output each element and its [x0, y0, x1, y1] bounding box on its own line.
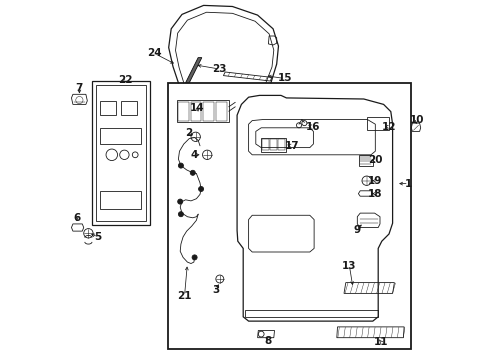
Circle shape	[178, 199, 183, 204]
Text: 15: 15	[277, 73, 292, 84]
Text: 11: 11	[374, 337, 389, 347]
Text: 13: 13	[342, 261, 357, 271]
Text: 14: 14	[190, 103, 205, 113]
Text: 22: 22	[118, 75, 133, 85]
Text: 5: 5	[95, 232, 102, 242]
Text: 7: 7	[76, 83, 83, 93]
Circle shape	[192, 255, 197, 260]
Text: 10: 10	[410, 114, 424, 125]
Text: 1: 1	[405, 179, 413, 189]
Circle shape	[178, 212, 183, 217]
Text: 12: 12	[382, 122, 396, 132]
Text: 9: 9	[353, 225, 360, 235]
Text: 21: 21	[177, 291, 192, 301]
Circle shape	[198, 186, 204, 192]
Text: 6: 6	[73, 213, 80, 223]
Text: 4: 4	[191, 150, 198, 160]
Text: 2: 2	[186, 128, 193, 138]
Text: 17: 17	[285, 141, 299, 151]
Circle shape	[190, 170, 196, 175]
Text: 19: 19	[368, 176, 383, 186]
Text: 20: 20	[368, 155, 383, 165]
Text: 18: 18	[368, 189, 383, 199]
Text: 23: 23	[213, 64, 227, 74]
Text: 24: 24	[147, 48, 162, 58]
Text: 8: 8	[265, 336, 272, 346]
Circle shape	[178, 163, 183, 168]
Text: 16: 16	[305, 122, 320, 132]
Text: 3: 3	[213, 285, 220, 295]
Polygon shape	[168, 83, 411, 349]
